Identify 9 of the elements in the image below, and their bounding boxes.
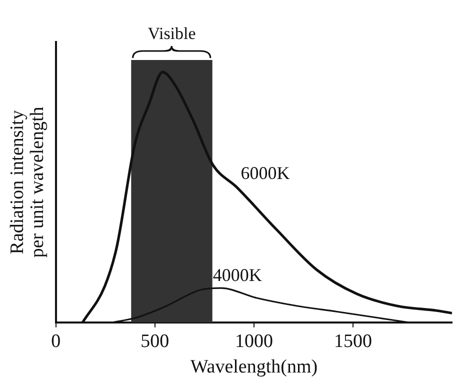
series-label: 4000K bbox=[212, 264, 262, 285]
x-tick-label: 1500 bbox=[334, 330, 372, 352]
y-axis-title: Radiation intensity per unit wavelength bbox=[6, 106, 48, 258]
series-label: 6000K bbox=[240, 162, 290, 183]
x-tick-label: 500 bbox=[140, 330, 170, 352]
x-tick-label: 1000 bbox=[234, 330, 273, 352]
x-axis-title: Wavelength(nm) bbox=[190, 356, 318, 378]
x-tick-label: 0 bbox=[51, 330, 61, 352]
band-label: Visible bbox=[148, 24, 196, 43]
